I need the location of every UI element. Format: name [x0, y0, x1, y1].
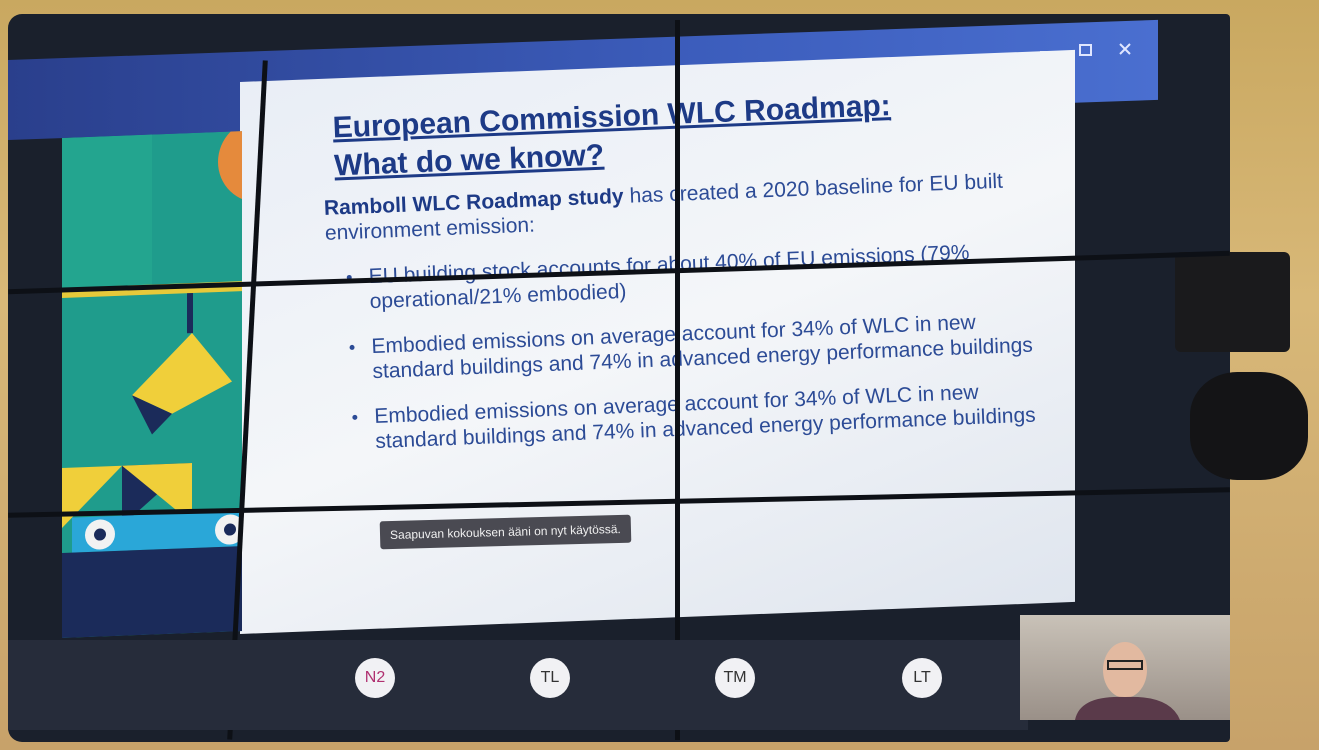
participant-video — [1020, 615, 1230, 720]
person — [1020, 615, 1230, 720]
participant-avatar[interactable]: TL — [530, 658, 570, 698]
bezel — [675, 20, 680, 740]
participant-avatar[interactable]: TM — [715, 658, 755, 698]
slide-decoration — [62, 131, 242, 638]
speaker — [1190, 372, 1308, 480]
maximize[interactable] — [1080, 45, 1091, 55]
participant-bar — [8, 640, 1028, 730]
page: European Commission WLC Roadmap: What do… — [0, 0, 1319, 750]
close[interactable] — [1120, 44, 1130, 54]
participant-avatar[interactable]: LT — [902, 658, 942, 698]
participant-avatar[interactable]: N2 — [355, 658, 395, 698]
intro-bold: Ramboll WLC Roadmap study — [323, 185, 624, 220]
speaker — [1175, 252, 1290, 352]
bullet: Embodied emissions on average account fo… — [349, 307, 1050, 385]
